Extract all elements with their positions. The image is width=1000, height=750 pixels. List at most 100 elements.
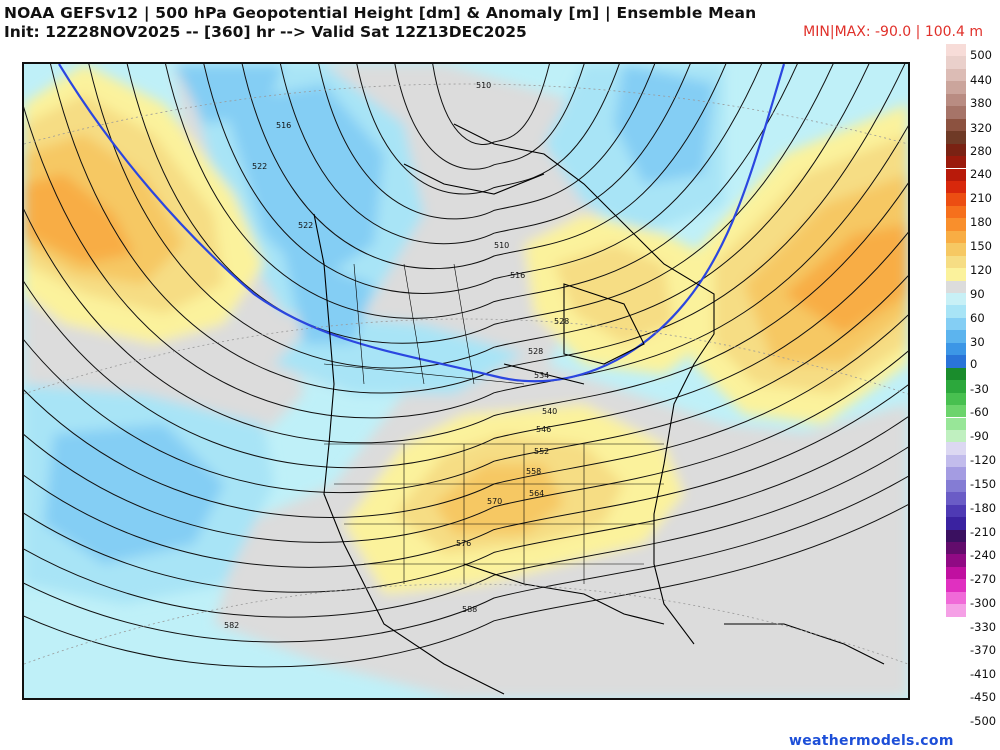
reference-height-line: [58, 64, 786, 383]
colorbar-swatch: [946, 429, 966, 443]
colorbar-swatch: [946, 342, 966, 356]
colorbar-swatch: [946, 317, 966, 331]
colorbar-swatch: [946, 56, 966, 69]
height-contours: [24, 64, 908, 668]
colorbar-swatch: [946, 417, 966, 430]
colorbar-swatch: [946, 68, 966, 82]
contour-label: 516: [510, 271, 525, 280]
colorbar-swatch: [946, 479, 966, 493]
colorbar-label: 320: [970, 121, 992, 135]
contour-label: 510: [476, 81, 491, 90]
contour-label: 588: [462, 605, 477, 614]
colorbar-swatch: [946, 305, 966, 318]
height-contour: [24, 416, 908, 593]
map-canvas: 510 516 522 528 534 540 546 552 558 564 …: [24, 64, 908, 698]
chart-title: NOAA GEFSv12 | 500 hPa Geopotential Heig…: [4, 4, 757, 22]
contour-labels: 510 516 522 528 534 540 546 552 558 564 …: [224, 81, 569, 630]
colorbar-label: 180: [970, 215, 992, 229]
colorbar-swatch: [946, 579, 966, 592]
colorbar-label: -30: [970, 382, 989, 396]
colorbar-swatch: [946, 367, 966, 381]
colorbar-swatch: [946, 492, 966, 505]
height-contour: [24, 231, 908, 469]
colorbar-label: -180: [970, 501, 997, 515]
colorbar-label: 150: [970, 239, 992, 253]
colorbar-label: -210: [970, 525, 997, 539]
colorbar-label: 380: [970, 96, 992, 110]
colorbar-label: -450: [970, 690, 997, 704]
colorbar-swatch: [946, 604, 966, 617]
colorbar-label: -60: [970, 405, 989, 419]
height-contour: [165, 64, 798, 319]
colorbar-swatch: [946, 591, 966, 605]
colorbar-label: -410: [970, 667, 997, 681]
colorbar-swatch: [946, 180, 966, 194]
height-contour: [50, 64, 906, 394]
colorbar-label: 30: [970, 335, 985, 349]
contour-label: 522: [252, 162, 267, 171]
colorbar-swatch: [946, 268, 966, 281]
colorbar-swatch: [946, 517, 966, 530]
height-contour: [24, 182, 908, 444]
height-contour: [356, 64, 620, 195]
colorbar-label: 280: [970, 144, 992, 158]
colorbar-label: -300: [970, 596, 997, 610]
contour-label: 576: [456, 539, 471, 548]
chart-subtitle: Init: 12Z28NOV2025 -- [360] hr --> Valid…: [4, 23, 527, 41]
colorbar-swatch: [946, 243, 966, 256]
colorbar-swatch: [946, 542, 966, 555]
minmax-readout: MIN|MAX: -90.0 | 100.4 m: [803, 24, 983, 40]
contour-label: 534: [534, 371, 549, 380]
colorbar-swatch: [946, 81, 966, 94]
colorbar-label: 60: [970, 311, 985, 325]
colorbar-swatch: [946, 106, 966, 119]
height-contour: [88, 64, 870, 369]
colorbar-swatch: [946, 293, 966, 306]
colorbar-swatch: [946, 355, 966, 368]
colorbar-swatch: [946, 504, 966, 518]
colorbar-swatch: [946, 280, 966, 293]
credit-link[interactable]: weathermodels.com: [789, 733, 954, 749]
height-contour: [394, 64, 585, 170]
height-contour: [432, 64, 550, 145]
colorbar-swatch: [946, 442, 966, 455]
height-contour: [24, 275, 908, 494]
colorbar-label: 440: [970, 73, 992, 87]
colorbar-swatch: [946, 405, 966, 418]
height-contour: [24, 384, 908, 568]
colorbar-label: -370: [970, 643, 997, 657]
colorbar-swatch: [946, 143, 966, 157]
colorbar-swatch: [946, 392, 966, 406]
colorbar-swatch: [946, 454, 966, 468]
contour-label: 570: [487, 497, 502, 506]
contour-label: 510: [494, 241, 509, 250]
state-borders: [323, 263, 664, 584]
colorbar-swatch: [946, 467, 966, 480]
colorbar-swatch: [946, 554, 966, 567]
colorbar-swatch: [946, 255, 966, 269]
colorbar-swatch: [946, 566, 966, 580]
contour-label: 546: [536, 425, 551, 434]
contour-label: 516: [276, 121, 291, 130]
contour-label: 552: [534, 447, 549, 456]
colorbar-swatch: [946, 118, 966, 132]
colorbar-label: 500: [970, 48, 992, 62]
colorbar-label: -90: [970, 429, 989, 443]
height-contour: [24, 503, 908, 668]
contour-label: 582: [224, 621, 239, 630]
colorbar-swatch: [946, 131, 966, 144]
contour-label: 558: [526, 467, 541, 476]
colorbar-label: 90: [970, 287, 985, 301]
height-contour: [24, 105, 908, 419]
colorbar-swatch: [946, 218, 966, 231]
height-contour: [241, 64, 727, 270]
colorbar-label: -120: [970, 453, 997, 467]
contour-label: 528: [554, 317, 569, 326]
contour-label: 540: [542, 407, 557, 416]
colorbar-swatch: [946, 230, 966, 244]
contour-label: 528: [528, 347, 543, 356]
map-panel: 510 516 522 528 534 540 546 552 558 564 …: [22, 62, 910, 700]
colorbar-label: -240: [970, 548, 997, 562]
colorbar-swatch: [946, 529, 966, 542]
colorbar-swatch: [946, 205, 966, 219]
